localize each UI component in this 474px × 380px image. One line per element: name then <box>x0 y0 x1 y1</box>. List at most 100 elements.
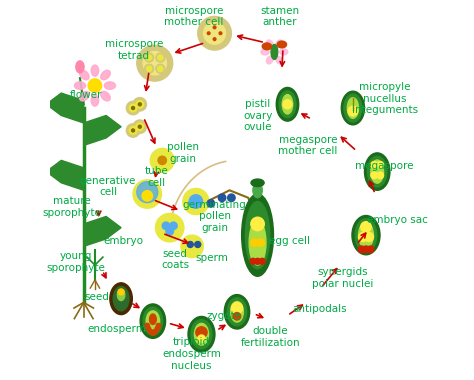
Ellipse shape <box>282 95 293 114</box>
Circle shape <box>371 162 378 168</box>
Circle shape <box>213 38 216 41</box>
Circle shape <box>361 222 371 232</box>
Ellipse shape <box>191 320 212 349</box>
Text: seed: seed <box>84 292 109 302</box>
Circle shape <box>136 101 144 108</box>
Text: endosperm: endosperm <box>87 325 146 334</box>
Text: sperm: sperm <box>195 253 228 263</box>
Ellipse shape <box>249 220 266 265</box>
Circle shape <box>251 217 264 231</box>
Text: pollen
grain: pollen grain <box>167 142 199 164</box>
Ellipse shape <box>355 219 377 252</box>
Ellipse shape <box>246 201 270 269</box>
Circle shape <box>143 52 166 75</box>
Circle shape <box>138 103 141 106</box>
Circle shape <box>132 129 135 132</box>
Circle shape <box>228 194 235 201</box>
Ellipse shape <box>91 95 99 106</box>
Circle shape <box>363 246 369 253</box>
Circle shape <box>156 53 165 62</box>
Ellipse shape <box>76 61 84 73</box>
Circle shape <box>198 16 231 50</box>
Ellipse shape <box>280 49 288 55</box>
Circle shape <box>155 326 160 331</box>
Circle shape <box>155 214 184 242</box>
Circle shape <box>365 233 374 242</box>
Ellipse shape <box>277 41 287 48</box>
Circle shape <box>170 222 177 230</box>
Circle shape <box>142 191 153 201</box>
Ellipse shape <box>367 156 387 187</box>
Polygon shape <box>84 116 121 146</box>
Ellipse shape <box>347 98 358 118</box>
Circle shape <box>153 329 157 334</box>
Polygon shape <box>46 93 84 123</box>
Ellipse shape <box>149 314 156 325</box>
Circle shape <box>207 32 210 35</box>
Circle shape <box>367 246 374 253</box>
Circle shape <box>158 55 163 60</box>
Circle shape <box>219 32 222 35</box>
Text: egg cell: egg cell <box>269 236 310 246</box>
Text: megaspore: megaspore <box>355 161 413 171</box>
Circle shape <box>219 194 226 201</box>
Circle shape <box>233 312 241 320</box>
Text: tube
cell: tube cell <box>145 166 168 188</box>
Circle shape <box>250 258 256 264</box>
Circle shape <box>189 195 202 208</box>
Circle shape <box>158 156 166 165</box>
Ellipse shape <box>143 307 163 335</box>
Text: embryo sac: embryo sac <box>367 215 428 225</box>
Circle shape <box>137 45 173 81</box>
Ellipse shape <box>231 301 243 322</box>
Circle shape <box>158 66 163 71</box>
Circle shape <box>257 239 264 246</box>
Ellipse shape <box>101 70 110 80</box>
Circle shape <box>377 172 383 179</box>
Text: triploid
endosperm
nucleus: triploid endosperm nucleus <box>162 337 221 370</box>
Text: flower: flower <box>69 90 102 100</box>
Circle shape <box>196 327 207 338</box>
Ellipse shape <box>276 87 299 121</box>
Circle shape <box>132 106 135 109</box>
Ellipse shape <box>341 91 365 125</box>
Ellipse shape <box>276 40 283 48</box>
Text: megaspore
mother cell: megaspore mother cell <box>278 135 338 156</box>
Circle shape <box>133 98 146 111</box>
Ellipse shape <box>253 183 262 198</box>
Circle shape <box>127 124 140 137</box>
Ellipse shape <box>365 153 390 190</box>
Circle shape <box>138 125 141 128</box>
Text: double
fertilization: double fertilization <box>241 326 301 348</box>
Circle shape <box>204 22 226 44</box>
Circle shape <box>150 149 174 173</box>
Text: germinating
pollen
grain: germinating pollen grain <box>182 200 246 233</box>
Ellipse shape <box>74 82 86 89</box>
Circle shape <box>251 239 258 246</box>
Ellipse shape <box>227 298 247 326</box>
Circle shape <box>213 26 216 29</box>
Ellipse shape <box>224 294 250 329</box>
Circle shape <box>129 104 137 112</box>
Circle shape <box>162 222 170 230</box>
Text: seed
coats: seed coats <box>161 249 190 270</box>
Text: micropyle
nucellus
integuments: micropyle nucellus integuments <box>352 82 418 115</box>
Circle shape <box>145 64 154 73</box>
Circle shape <box>377 162 383 168</box>
Ellipse shape <box>262 43 272 50</box>
Ellipse shape <box>101 92 110 101</box>
Ellipse shape <box>113 287 129 311</box>
Circle shape <box>348 106 358 116</box>
Circle shape <box>187 242 193 247</box>
Circle shape <box>146 66 152 71</box>
Text: pistil
ovary
ovule: pistil ovary ovule <box>243 99 272 132</box>
Text: microspore
tetrad: microspore tetrad <box>105 39 164 61</box>
Circle shape <box>255 258 261 264</box>
Circle shape <box>146 55 152 60</box>
Ellipse shape <box>371 160 383 183</box>
Polygon shape <box>46 160 84 190</box>
Circle shape <box>88 79 101 92</box>
Ellipse shape <box>344 94 362 122</box>
Polygon shape <box>84 217 121 246</box>
Circle shape <box>358 246 365 253</box>
